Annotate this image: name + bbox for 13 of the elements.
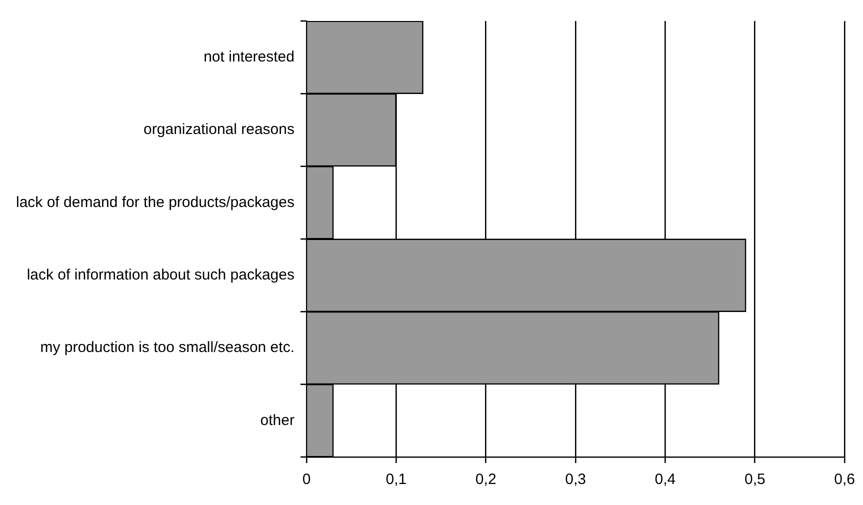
x-tick-label: 0: [302, 471, 311, 488]
y-tick-label: organizational reasons: [144, 121, 294, 138]
y-tick-label: lack of information about such packages: [26, 266, 294, 284]
y-tick-label: my production is too small/season etc.: [40, 339, 294, 356]
x-tick-label: 0,4: [654, 471, 676, 488]
y-tick-label: lack of demand for the products/packages: [16, 194, 294, 211]
x-tick-label: 0,3: [565, 471, 586, 488]
x-tick-label: 0,5: [744, 471, 766, 488]
y-tick-label: not interested: [204, 48, 294, 66]
x-tick-label: 0,1: [386, 471, 407, 488]
x-tick-label: 0,2: [475, 471, 496, 488]
y-tick-label: other: [260, 412, 294, 429]
x-tick-label: 0,6: [834, 471, 856, 488]
